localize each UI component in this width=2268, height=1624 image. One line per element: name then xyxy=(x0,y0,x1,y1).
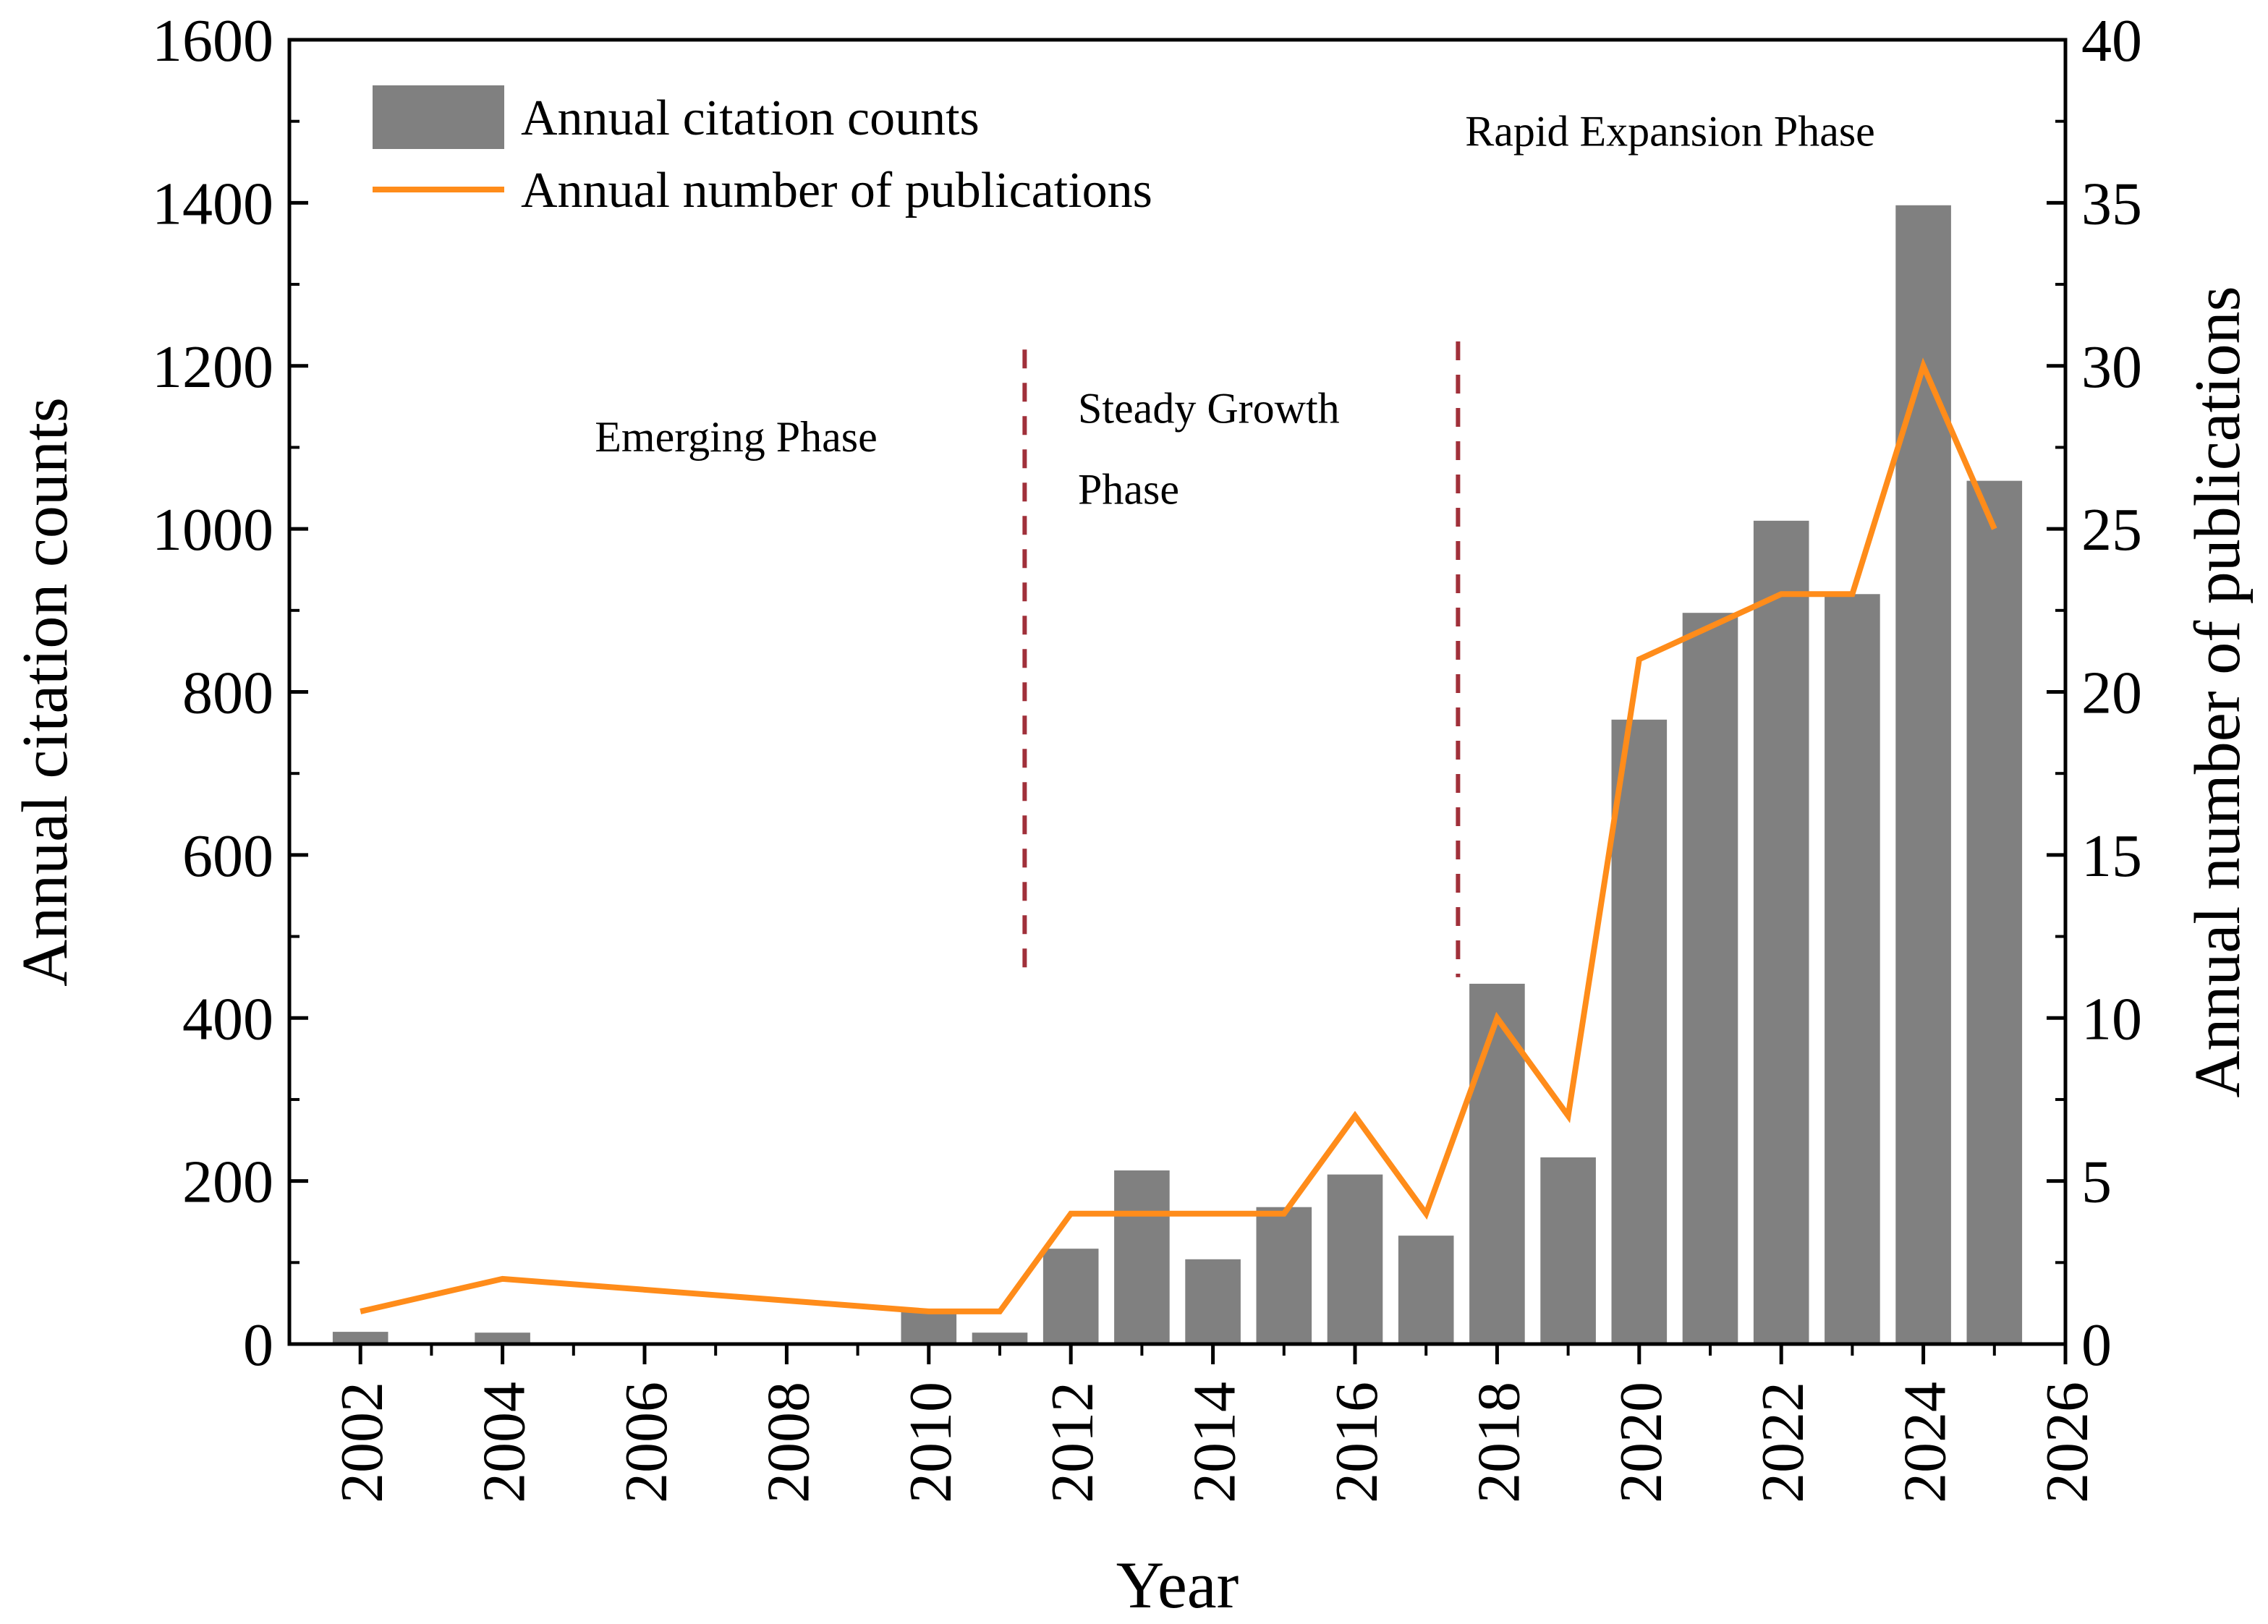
citation-bar-2022 xyxy=(1753,520,1809,1345)
y2-tick-label-0: 0 xyxy=(2081,1311,2112,1379)
x-tick-label-2014: 2014 xyxy=(1181,1382,1249,1503)
y-axis-right-title: Annual number of publications xyxy=(2182,286,2254,1097)
legend: Annual citation counts Annual number of p… xyxy=(373,85,1152,218)
y-tick-label-400: 400 xyxy=(182,985,273,1053)
y-axis-title: Annual citation counts xyxy=(9,397,81,987)
y2-tick-label-5: 5 xyxy=(2081,1149,2112,1216)
citation-bars xyxy=(332,205,2023,1345)
y2-tick-label-40: 40 xyxy=(2081,7,2142,75)
legend-swatch-bar xyxy=(373,85,504,149)
tick-labels: 0 200 400 600 800 1000 1200 1400 1600 0 5 10 15 20 25 3… xyxy=(152,7,2142,1503)
citation-bar-2010 xyxy=(901,1311,957,1344)
citation-bar-2017 xyxy=(1398,1236,1454,1344)
y2-tick-label-10: 10 xyxy=(2081,985,2142,1053)
citation-bar-2015 xyxy=(1256,1207,1312,1344)
y-tick-label-600: 600 xyxy=(182,822,273,890)
citation-bar-2004 xyxy=(475,1332,530,1344)
y-tick-label-1200: 1200 xyxy=(152,333,273,401)
x-tick-label-2008: 2008 xyxy=(755,1382,822,1503)
citation-bar-2016 xyxy=(1327,1174,1383,1344)
citation-bar-2011 xyxy=(972,1332,1028,1344)
citation-bar-2025 xyxy=(1966,480,2023,1344)
annotation-steady-line-1: Steady Growth xyxy=(1078,385,1340,433)
y2-tick-label-20: 20 xyxy=(2081,660,2142,727)
x-axis-title: Year xyxy=(1116,1548,1239,1620)
x-tick-label-2010: 2010 xyxy=(897,1382,964,1503)
y-tick-label-200: 200 xyxy=(182,1149,273,1216)
x-tick-label-2022: 2022 xyxy=(1749,1382,1817,1503)
phase-annotations: Emerging Phase Steady Growth Phase Rapid Ex… xyxy=(595,107,1875,513)
y-tick-label-0: 0 xyxy=(243,1311,273,1379)
x-tick-label-2018: 2018 xyxy=(1465,1382,1532,1503)
y2-tick-label-30: 30 xyxy=(2081,333,2142,401)
legend-label-2: Annual number of publications xyxy=(521,163,1152,218)
x-tick-label-2020: 2020 xyxy=(1607,1382,1675,1503)
x-tick-label-2016: 2016 xyxy=(1323,1382,1390,1503)
citation-bar-2018 xyxy=(1469,983,1525,1344)
x-tick-label-2004: 2004 xyxy=(471,1382,538,1503)
publications-line xyxy=(360,357,1997,1314)
y-tick-label-800: 800 xyxy=(182,660,273,727)
axis-ticks xyxy=(289,38,2068,1364)
annotation-emerging-line-1: Emerging Phase xyxy=(595,413,878,461)
annotation-rapid-line-1: Rapid Expansion Phase xyxy=(1465,107,1875,155)
citation-bar-2021 xyxy=(1682,613,1738,1344)
y2-tick-label-35: 35 xyxy=(2081,170,2142,237)
y2-tick-label-15: 15 xyxy=(2081,822,2142,890)
citation-bar-2014 xyxy=(1185,1259,1241,1344)
citation-bar-2023 xyxy=(1825,594,1880,1344)
citation-bar-2024 xyxy=(1895,205,1951,1344)
x-tick-label-2006: 2006 xyxy=(613,1382,680,1503)
citation-bar-2019 xyxy=(1540,1157,1596,1344)
citation-bar-2013 xyxy=(1114,1170,1170,1344)
legend-label-1: Annual citation counts xyxy=(521,90,980,146)
x-tick-label-2026: 2026 xyxy=(2034,1382,2101,1503)
citation-bar-2012 xyxy=(1042,1249,1099,1344)
annotation-steady-line-2: Phase xyxy=(1078,466,1179,514)
y-tick-label-1400: 1400 xyxy=(152,170,273,237)
y-tick-label-1000: 1000 xyxy=(152,496,273,564)
citation-bar-2020 xyxy=(1611,719,1668,1344)
x-tick-label-2012: 2012 xyxy=(1039,1382,1106,1503)
x-tick-label-2024: 2024 xyxy=(1892,1382,1959,1503)
y-tick-label-1600: 1600 xyxy=(152,7,273,75)
citation-bar-2002 xyxy=(332,1332,388,1344)
publications-line-layer xyxy=(360,357,1997,1314)
x-tick-label-2002: 2002 xyxy=(328,1382,396,1503)
phase-dividers xyxy=(1022,341,1461,977)
y2-tick-label-25: 25 xyxy=(2081,496,2142,564)
